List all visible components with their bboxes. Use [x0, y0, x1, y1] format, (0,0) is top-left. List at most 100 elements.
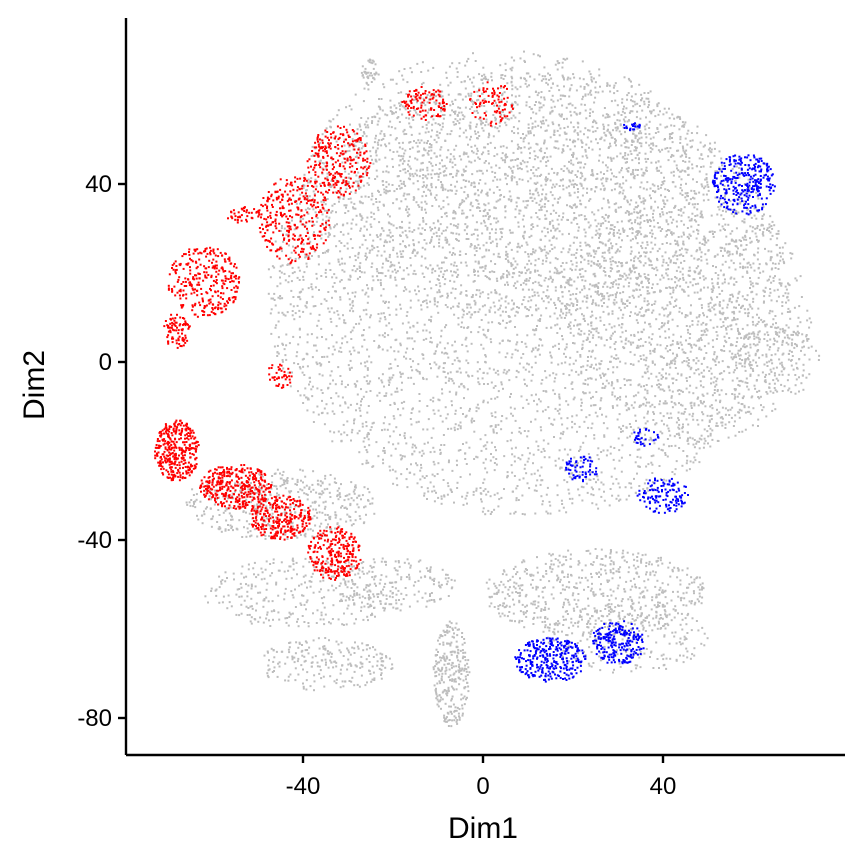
scatter-point: [606, 166, 609, 169]
scatter-point: [514, 326, 516, 328]
scatter-point: [526, 435, 529, 438]
scatter-point: [607, 113, 610, 116]
scatter-point: [385, 170, 388, 173]
scatter-point: [494, 424, 497, 427]
scatter-point: [494, 263, 497, 265]
scatter-point: [540, 126, 542, 129]
scatter-point: [575, 205, 578, 208]
scatter-point: [624, 211, 627, 214]
scatter-point: [628, 423, 631, 425]
scatter-point: [571, 381, 574, 384]
scatter-point: [538, 203, 541, 206]
scatter-point: [334, 224, 337, 227]
scatter-point: [576, 299, 579, 302]
scatter-point: [539, 338, 542, 341]
scatter-point: [384, 394, 387, 397]
scatter-point: [651, 287, 653, 289]
scatter-point: [763, 320, 766, 323]
scatter-point: [720, 157, 723, 160]
scatter-point: [586, 491, 589, 494]
scatter-point: [461, 209, 464, 212]
scatter-point: [629, 150, 632, 153]
scatter-point: [712, 286, 715, 289]
scatter-point: [568, 185, 570, 188]
scatter-point: [317, 319, 320, 322]
scatter-point: [574, 256, 577, 259]
scatter-point: [352, 346, 355, 349]
scatter-point: [398, 142, 401, 145]
scatter-point: [633, 353, 636, 356]
scatter-point: [432, 222, 435, 225]
scatter-point: [558, 347, 560, 350]
scatter-point: [302, 187, 305, 190]
scatter-point: [510, 393, 512, 395]
scatter-point: [561, 423, 564, 426]
scatter-point: [511, 414, 514, 417]
scatter-point: [330, 397, 333, 399]
scatter-point: [562, 430, 565, 433]
scatter-point: [690, 254, 693, 257]
scatter-point: [668, 286, 671, 289]
scatter-point: [367, 405, 370, 407]
scatter-point: [277, 352, 280, 355]
scatter-point: [478, 73, 481, 76]
scatter-point: [618, 499, 620, 502]
scatter-point: [425, 186, 428, 189]
scatter-point: [298, 296, 301, 299]
scatter-point: [707, 186, 710, 188]
scatter-point: [537, 167, 540, 170]
scatter-point: [670, 400, 673, 403]
scatter-point: [542, 447, 545, 450]
scatter-point: [512, 303, 515, 306]
scatter-point: [636, 138, 639, 141]
scatter-point: [739, 202, 742, 205]
scatter-point: [544, 183, 547, 186]
scatter-point: [497, 423, 500, 426]
scatter-point: [337, 366, 340, 369]
scatter-point: [693, 343, 696, 346]
scatter-point: [596, 285, 599, 288]
scatter-point: [359, 125, 362, 128]
scatter-point: [379, 399, 382, 402]
scatter-point: [563, 276, 566, 279]
scatter-point: [505, 372, 508, 375]
scatter-point: [538, 149, 541, 152]
scatter-point: [432, 427, 435, 430]
scatter-point: [279, 230, 282, 232]
scatter-point: [716, 355, 719, 358]
scatter-point: [281, 311, 284, 314]
scatter-point: [758, 263, 761, 266]
scatter-point: [277, 336, 280, 339]
scatter-point: [449, 104, 452, 107]
scatter-point: [308, 257, 311, 260]
scatter-point: [696, 249, 699, 252]
scatter-point: [462, 503, 465, 506]
scatter-point: [511, 88, 514, 91]
scatter-point: [612, 332, 614, 335]
scatter-point: [577, 138, 580, 141]
scatter-point: [440, 335, 443, 338]
scatter-point: [686, 440, 689, 442]
scatter-point: [572, 139, 575, 142]
scatter-point: [494, 231, 497, 234]
scatter-point: [430, 315, 433, 318]
scatter-point: [582, 486, 585, 489]
scatter-point: [702, 145, 705, 148]
scatter-point: [572, 305, 575, 307]
scatter-point: [411, 252, 414, 254]
scatter-point: [419, 102, 422, 105]
scatter-point: [486, 194, 489, 197]
scatter-point: [545, 376, 548, 379]
scatter-point: [401, 105, 404, 108]
scatter-point: [368, 177, 371, 180]
scatter-point: [621, 101, 624, 104]
scatter-point: [650, 455, 653, 458]
scatter-point: [424, 174, 427, 177]
scatter-point: [551, 121, 554, 124]
scatter-point: [341, 380, 343, 383]
scatter-point: [435, 186, 437, 189]
scatter-point: [465, 238, 468, 240]
scatter-point: [433, 500, 436, 503]
scatter-point: [645, 166, 648, 169]
scatter-point: [504, 326, 507, 329]
